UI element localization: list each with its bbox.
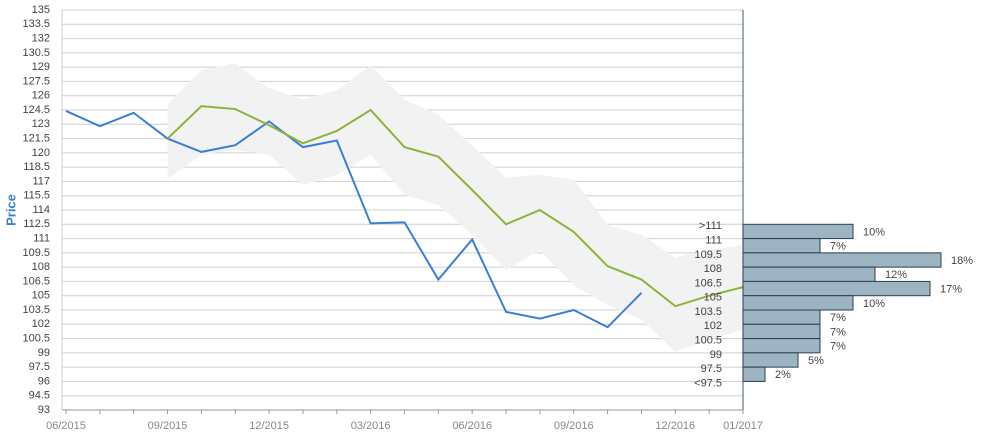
value-label: 7% (830, 326, 846, 338)
value-label: 17% (940, 283, 962, 295)
y-tick-label: 100.5 (22, 332, 50, 344)
bin-label: 103.5 (694, 306, 722, 318)
bin-label: 105 (704, 292, 722, 304)
y-tick-label: 129 (32, 61, 50, 73)
y-tick-label: 109.5 (22, 247, 50, 259)
y-tick-label: 120 (32, 147, 50, 159)
x-tick-label: 09/2016 (554, 420, 594, 432)
value-label: 7% (830, 312, 846, 324)
line-series (65, 110, 643, 329)
y-tick-label: 112.5 (23, 218, 50, 230)
histogram-bar (742, 252, 942, 268)
value-label: 10% (863, 226, 885, 238)
value-label: 18% (951, 255, 973, 267)
y-tick-label: 118.5 (23, 161, 50, 173)
histogram-bar (742, 338, 821, 354)
bin-label: 102 (704, 320, 722, 332)
histogram-bar (742, 295, 854, 311)
y-tick-label: 96 (38, 375, 50, 387)
y-tick-label: 105 (32, 290, 50, 302)
histogram-bar (742, 266, 876, 282)
bin-label: >111 (699, 220, 722, 232)
bin-label: 106.5 (694, 277, 722, 289)
histogram-bar (742, 309, 821, 325)
bin-label: 100.5 (694, 334, 722, 346)
histogram-bar (742, 238, 821, 254)
x-tick-label: 03/2016 (351, 420, 391, 432)
y-tick-label: 132 (32, 32, 50, 44)
bin-label: 99 (710, 349, 722, 361)
bin-label: 97.5 (701, 363, 722, 375)
y-tick-label: 123 (32, 118, 50, 130)
y-tick-label: 103.5 (22, 304, 50, 316)
y-tick-label: 117 (32, 175, 50, 187)
x-tick-label: 09/2015 (148, 420, 188, 432)
y-tick-label: 130.5 (22, 47, 50, 59)
y-tick-label: 127.5 (22, 75, 50, 87)
y-tick-label: 106.5 (22, 275, 50, 287)
value-label: 5% (808, 355, 824, 367)
histogram-bar (742, 223, 854, 240)
value-label: 7% (830, 341, 846, 353)
bin-label: 111 (705, 234, 722, 246)
bin-label: 108 (704, 263, 722, 275)
y-tick-label: 93 (38, 404, 50, 416)
value-label: 2% (775, 369, 791, 381)
y-axis-title: Price (3, 194, 18, 226)
value-label: 10% (863, 298, 885, 310)
y-tick-label: 94.5 (29, 390, 50, 402)
y-tick-label: 115.5 (23, 190, 50, 202)
histogram-bar (742, 366, 766, 382)
y-tick-label: 133.5 (22, 18, 50, 30)
y-tick-label: 99 (38, 347, 50, 359)
x-tick-label: 12/2015 (249, 420, 289, 432)
x-tick-label: 06/2016 (452, 420, 492, 432)
y-tick-label: 135 (32, 4, 50, 16)
y-tick-label: 111 (33, 232, 50, 244)
y-tick-label: 114 (32, 204, 50, 216)
histogram-bar (742, 280, 931, 297)
y-tick-label: 124.5 (22, 104, 50, 116)
bin-label: <97.5 (694, 377, 722, 389)
y-tick-label: 126 (32, 90, 50, 102)
value-label: 7% (830, 241, 846, 253)
x-tick-label: 01/2017 (723, 420, 763, 432)
histogram-bar (742, 352, 799, 368)
y-tick-label: 121.5 (22, 132, 50, 144)
x-tick-label: 06/2015 (46, 420, 86, 432)
x-tick-label: 12/2016 (655, 420, 695, 432)
forecast-band (167, 63, 744, 352)
y-tick-label: 108 (32, 261, 50, 273)
y-tick-label: 102 (32, 318, 50, 330)
line-series (166, 105, 744, 308)
y-tick-label: 97.5 (29, 361, 50, 373)
bin-label: 109.5 (694, 249, 722, 261)
value-label: 12% (885, 269, 907, 281)
histogram-bar (742, 323, 821, 340)
